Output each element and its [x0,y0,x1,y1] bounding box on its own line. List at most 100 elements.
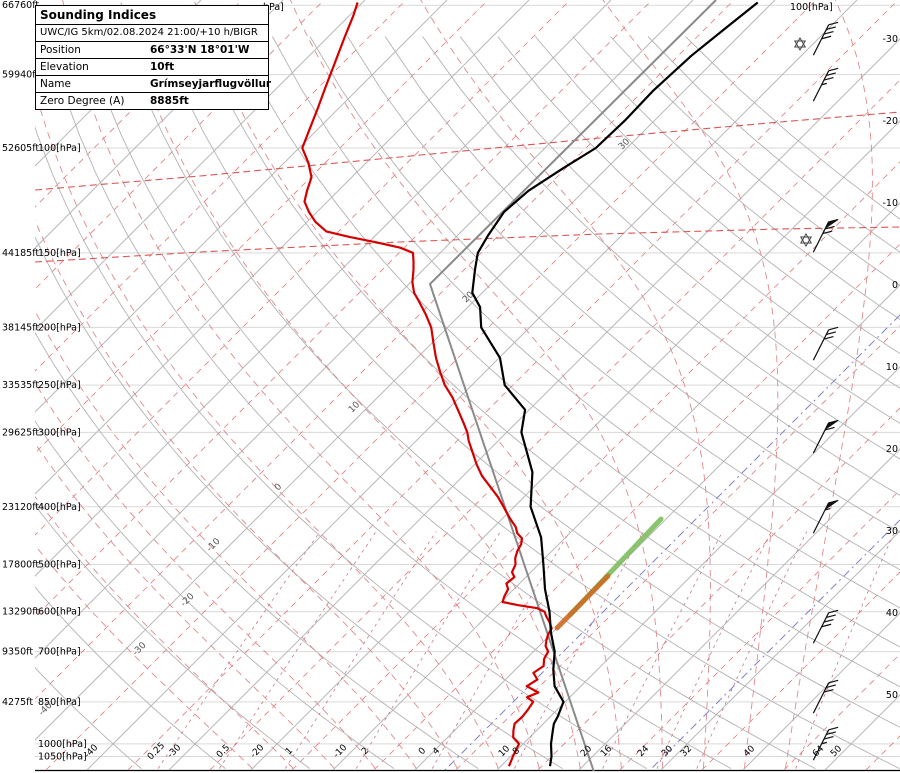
mixing-ratio-line [514,531,644,769]
altitude-label: 44185ft [2,248,39,259]
info-label: Zero Degree (A) [40,95,125,108]
isotherm-label: -10 [882,198,898,209]
isotherm-label: 30 [886,526,898,537]
info-label: Elevation [40,60,89,73]
dry-adiabat-line [35,236,563,769]
pressure-label: 150[hPa] [38,248,81,259]
dry-adiabat-line [35,586,226,769]
pressure-label: 300[hPa] [38,427,81,438]
bottom-scale-label: -10 [332,743,350,761]
top-pressure-label: hPa] [263,2,284,13]
isotherm-line [35,0,202,167]
wind-barb-icon [812,499,839,534]
isotherm-line [250,120,900,771]
isotherm-line [660,530,900,771]
moist-adiabat-line [420,0,711,769]
dry-adiabat-line [234,36,900,648]
wind-barb-icon [812,419,839,454]
isotherm-dashed-line [373,243,900,771]
pressure-label: 400[hPa] [38,502,81,513]
adiabat-label: 0 [273,482,284,493]
mixing-ratio-line [696,531,808,769]
bottom-scale-label: 0 [417,746,428,757]
moist-adiabat-line [35,544,253,769]
isotherm-line [35,0,776,741]
altitude-label: 66760ft [2,0,39,11]
moist-adiabat-line [35,442,335,769]
isotherm-dashed-line [35,0,407,372]
run-info: UWC/IG 5km/02.08.2024 21:00/+10 h/BIGR [36,24,268,41]
altitude-label: 33535ft [2,380,39,391]
isotherm-line [35,0,284,249]
dry-adiabat-line [35,667,142,769]
mixing-ratio-line [431,531,570,769]
isotherm-label: -20 [882,116,898,127]
dry-adiabat-line [459,36,900,424]
dry-adiabat-line [384,36,900,496]
bottom-scale-label: 2 [360,746,371,757]
altitude-label: 4275ft [2,697,33,708]
top-pressure-label: 100[hPa] [790,2,833,13]
panel-title: Sounding Indices [40,8,157,22]
wind-barb-icon [812,679,839,714]
isotherm-line [35,0,448,413]
isotherm-line [86,0,858,771]
info-label: Name [40,78,71,91]
info-row-elevation: Elevation 10ft [36,57,268,75]
altitude-label: 9350ft [2,647,33,658]
layer-marker-orange [554,573,611,631]
isotherm-line [742,612,900,771]
standard-atmosphere-line [428,0,717,771]
pressure-label: 1050[hPa] [38,752,87,763]
isotherm-line [35,0,694,659]
info-label: Position [40,43,81,56]
wind-barb-column [793,21,839,761]
isotherm-dashed-line [701,571,900,771]
dry-adiabat-line [347,36,900,533]
hexagram-icon [793,37,807,51]
moist-adiabat-line [193,0,622,769]
altitude-label: 23120ft [2,502,39,513]
bottom-scale-label: 1 [284,746,295,757]
dry-adiabat-line [610,36,900,287]
mixing-ratio-line [355,531,501,769]
mixing-ratio-line [284,531,437,769]
adiabat-label: -20 [179,591,197,609]
isotherm-line [35,0,612,577]
moist-adiabat-line [35,496,294,769]
altitude-label: 13290ft [2,607,39,618]
moist-adiabat-line [35,219,458,769]
mixing-ratio-line [157,531,321,769]
wind-barb-icon [812,67,839,102]
isotherm-line [168,38,900,771]
bottom-scale-label: 8 [511,746,522,757]
red-reference-curve [35,111,900,191]
dry-adiabat-line [35,125,648,769]
adiabat-label: 30 [617,137,632,152]
isotherm-dashed-line [35,0,325,290]
isotherm-label: 0 [892,280,898,291]
isotherm-label: -30 [882,34,898,45]
temperature-curve [471,1,759,767]
isotherm-label: 10 [886,362,898,373]
dry-adiabat-line [121,36,900,770]
moist-adiabat-line [35,89,499,769]
mixing-ratio-line [795,531,896,769]
pressure-label: 200[hPa] [38,322,81,333]
isotherm-label: 40 [886,608,898,619]
isotherm-dashed-line [127,0,899,771]
adiabat-label: -30 [131,640,149,658]
wind-barb-icon [812,21,839,56]
sounding-indices-panel: Sounding Indices UWC/IG 5km/02.08.2024 2… [35,5,271,111]
pressure-label: 500[hPa] [38,560,81,571]
altitude-label: 29625ft [2,427,39,438]
dry-adiabat-line [497,36,900,389]
pressure-label: 850[hPa] [38,697,81,708]
dry-adiabat-line [159,36,900,728]
pressure-label: 250[hPa] [38,380,81,391]
moist-adiabat-line [602,0,779,769]
dry-adiabat-line [309,36,900,571]
